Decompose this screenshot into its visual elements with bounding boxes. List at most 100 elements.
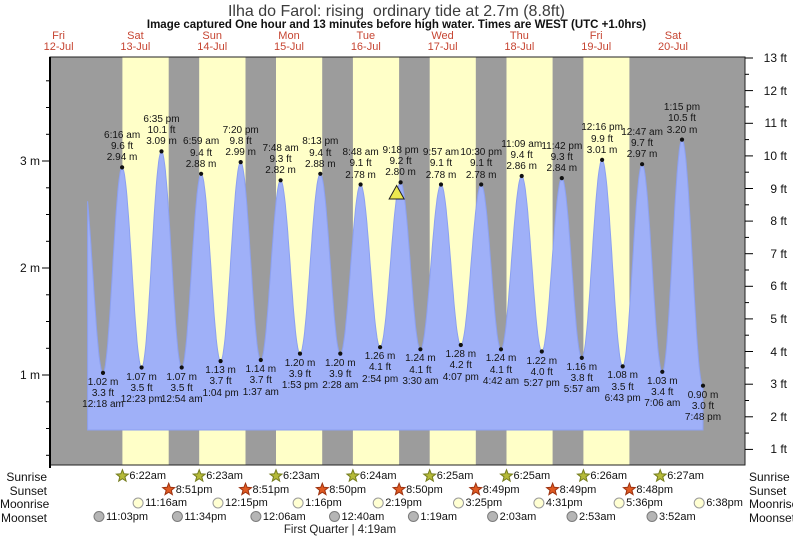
low-tide-label: 1.22 m 4.0 ft 5:27 pm [523, 355, 560, 390]
low-tide-label: 1.07 m 3.5 ft 12:23 pm [120, 371, 163, 406]
sunrise-star-icon [422, 468, 438, 483]
high-tide-label: 12:16 pm 9.9 ft 3.01 m [581, 122, 623, 156]
high-tide-label: 11:42 pm 9.3 ft 2.84 m [541, 140, 583, 175]
moonset-circle-icon [566, 511, 578, 522]
sunset-time: 8:51pm [175, 483, 213, 496]
low-tide-label: 1.13 m 3.7 ft 1:04 pm [202, 365, 239, 399]
moon-phase-note: First Quarter | 4:19am [283, 524, 397, 536]
day-label: Mon 15-Jul [274, 30, 304, 53]
sunrise-star-icon [268, 468, 284, 483]
tide-low-point [660, 369, 665, 374]
sunset-star-icon [545, 481, 560, 496]
left-axis-label: 2 m [19, 261, 40, 275]
sunset-time: 8:49pm [482, 483, 520, 496]
moonrise-time: 1:16pm [305, 497, 342, 509]
moonrise-time: 3:25pm [465, 497, 503, 509]
tide-low-point [418, 347, 423, 352]
right-axis-label: 10 ft [763, 148, 787, 163]
right-axis-label: 7 ft [770, 246, 787, 261]
sunset-star-icon [622, 481, 637, 496]
moonrise-circle-icon [292, 497, 304, 509]
tide-low-point [700, 383, 706, 388]
day-label: Fri 19-Jul [581, 30, 612, 53]
tide-low-point [139, 365, 144, 370]
high-tide-label: 7:20 pm 9.8 ft 2.99 m [222, 124, 259, 159]
moonrise-time: 6:38pm [706, 497, 743, 509]
moonrise-row-label-left: Moonrise [0, 497, 50, 511]
sunrise-time: 6:26am [590, 470, 628, 482]
tide-high-point [519, 173, 524, 179]
sunrise-row-label-left: Sunrise [6, 470, 47, 484]
right-axis-label: 8 ft [770, 214, 787, 229]
sunset-time: 8:50pm [406, 483, 443, 496]
tide-high-point [479, 182, 484, 187]
tide-high-point [438, 182, 444, 187]
sunrise-star-icon [115, 468, 130, 483]
high-tide-label: 6:16 am 9.6 ft 2.94 m [104, 129, 141, 164]
low-tide-label: 1.14 m 3.7 ft 1:37 am [242, 364, 279, 398]
day-label: Thu 18-Jul [504, 30, 535, 53]
tide-low-point [620, 364, 625, 369]
moonrise-circle-icon [212, 497, 224, 509]
right-axis-label: 13 ft [763, 51, 787, 65]
sunset-row-label-right: Sunset [749, 483, 787, 498]
moonset-circle-icon [646, 511, 658, 522]
right-axis-label: 12 ft [763, 83, 787, 98]
sunset-star-icon [314, 481, 330, 496]
moonrise-circle-icon [613, 497, 625, 509]
tide-low-point [218, 359, 223, 364]
moonset-time: 12:06am [262, 510, 306, 523]
sunset-time: 8:48pm [636, 483, 674, 496]
left-axis-label: 3 m [19, 154, 40, 168]
tide-high-point [640, 162, 645, 167]
tide-high-point [238, 160, 243, 165]
right-axis-label: 5 ft [770, 311, 787, 326]
moonrise-time: 11:16am [145, 497, 188, 509]
low-tide-label: 1.02 m 3.3 ft 12:18 am [82, 376, 124, 411]
moonset-time: 11:03pm [106, 510, 148, 523]
chart-subtitle: Image captured One hour and 13 minutes b… [146, 19, 647, 31]
right-axis-label: 9 ft [770, 181, 787, 196]
moonrise-time: 2:19pm [385, 497, 422, 509]
page-title: Ilha do Farol: rising ordinary tide at 2… [227, 3, 566, 20]
high-tide-label: 10:30 pm 9.1 ft 2.78 m [460, 147, 503, 181]
tide-high-point [120, 165, 125, 170]
high-tide-label: 7:48 am 9.3 ft 2.82 m [262, 142, 299, 177]
day-label: Sat 13-Jul [120, 30, 151, 53]
low-tide-label: 1.24 m 4.1 ft 3:30 am [402, 353, 439, 387]
high-tide-label: 9:57 am 9.1 ft 2.78 m [422, 147, 460, 181]
tide-high-point [278, 178, 283, 183]
tide-low-point [378, 345, 383, 350]
right-axis-label: 6 ft [770, 279, 787, 294]
sunrise-time: 6:24am [359, 470, 397, 482]
tide-high-point [679, 137, 685, 142]
sunrise-time: 6:23am [206, 470, 243, 482]
tide-low-point [539, 349, 544, 354]
sunset-star-icon [238, 481, 253, 496]
tide-high-point [358, 182, 363, 187]
moonrise-time: 5:36pm [626, 497, 663, 509]
sunrise-time: 6:27am [667, 470, 704, 482]
sunset-star-icon [468, 481, 484, 496]
tide-low-point [498, 347, 504, 352]
low-tide-label: 1.08 m 3.5 ft 6:43 pm [604, 370, 641, 404]
sunset-star-icon [391, 481, 407, 496]
tide-low-point [458, 342, 463, 348]
moonrise-time: 4:31pm [545, 497, 583, 509]
high-tide-label: 12:47 am 9.7 ft 2.97 m [621, 126, 663, 161]
high-tide-label: 9:18 pm 9.2 ft 2.80 m [382, 144, 419, 179]
sunrise-time: 6:22am [129, 470, 167, 482]
moonset-row-label-left: Moonset [0, 510, 47, 525]
moonrise-circle-icon [533, 497, 545, 509]
low-tide-label: 1.24 m 4.1 ft 4:42 am [482, 353, 520, 387]
tide-low-point [179, 365, 184, 370]
moonrise-time: 12:15pm [225, 497, 268, 509]
right-axis-label: 4 ft [770, 344, 787, 359]
low-tide-label: 1.20 m 3.9 ft 2:28 am [322, 357, 359, 392]
tide-low-point [579, 355, 584, 360]
high-tide-label: 1:15 pm 10.5 ft 3.20 m [663, 102, 701, 136]
high-tide-label: 8:48 am 9.1 ft 2.78 m [342, 147, 379, 181]
